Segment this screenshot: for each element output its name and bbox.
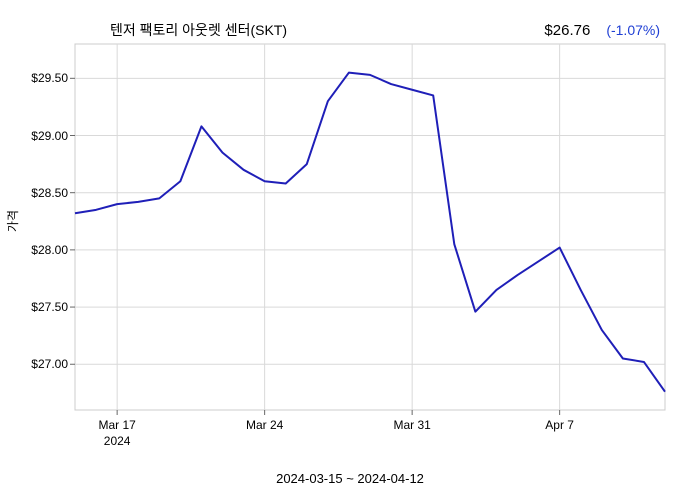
y-tick-label: $29.00 xyxy=(23,129,68,143)
x-tick-label: Mar 17 xyxy=(98,418,135,432)
price-change: (-1.07%) xyxy=(606,22,660,38)
current-price: $26.76 xyxy=(544,22,590,39)
y-tick-label: $29.50 xyxy=(23,71,68,85)
y-tick-label: $28.00 xyxy=(23,243,68,257)
y-tick-label: $28.50 xyxy=(23,186,68,200)
y-tick-label: $27.50 xyxy=(23,300,68,314)
date-range-subtitle: 2024-03-15 ~ 2024-04-12 xyxy=(0,471,700,486)
x-tick-label: Mar 31 xyxy=(393,418,430,432)
x-tick-label: Apr 7 xyxy=(545,418,574,432)
stock-chart: 텐저 팩토리 아웃렛 센터(SKT) $26.76 (-1.07%) 가격 $2… xyxy=(0,0,700,500)
x-tick-year: 2024 xyxy=(104,434,131,448)
chart-title: 텐저 팩토리 아웃렛 센터(SKT) xyxy=(110,20,287,40)
y-tick-label: $27.00 xyxy=(23,357,68,371)
y-axis-label: 가격 xyxy=(4,210,21,232)
x-tick-label: Mar 24 xyxy=(246,418,283,432)
chart-header: 텐저 팩토리 아웃렛 센터(SKT) $26.76 (-1.07%) xyxy=(0,20,700,40)
